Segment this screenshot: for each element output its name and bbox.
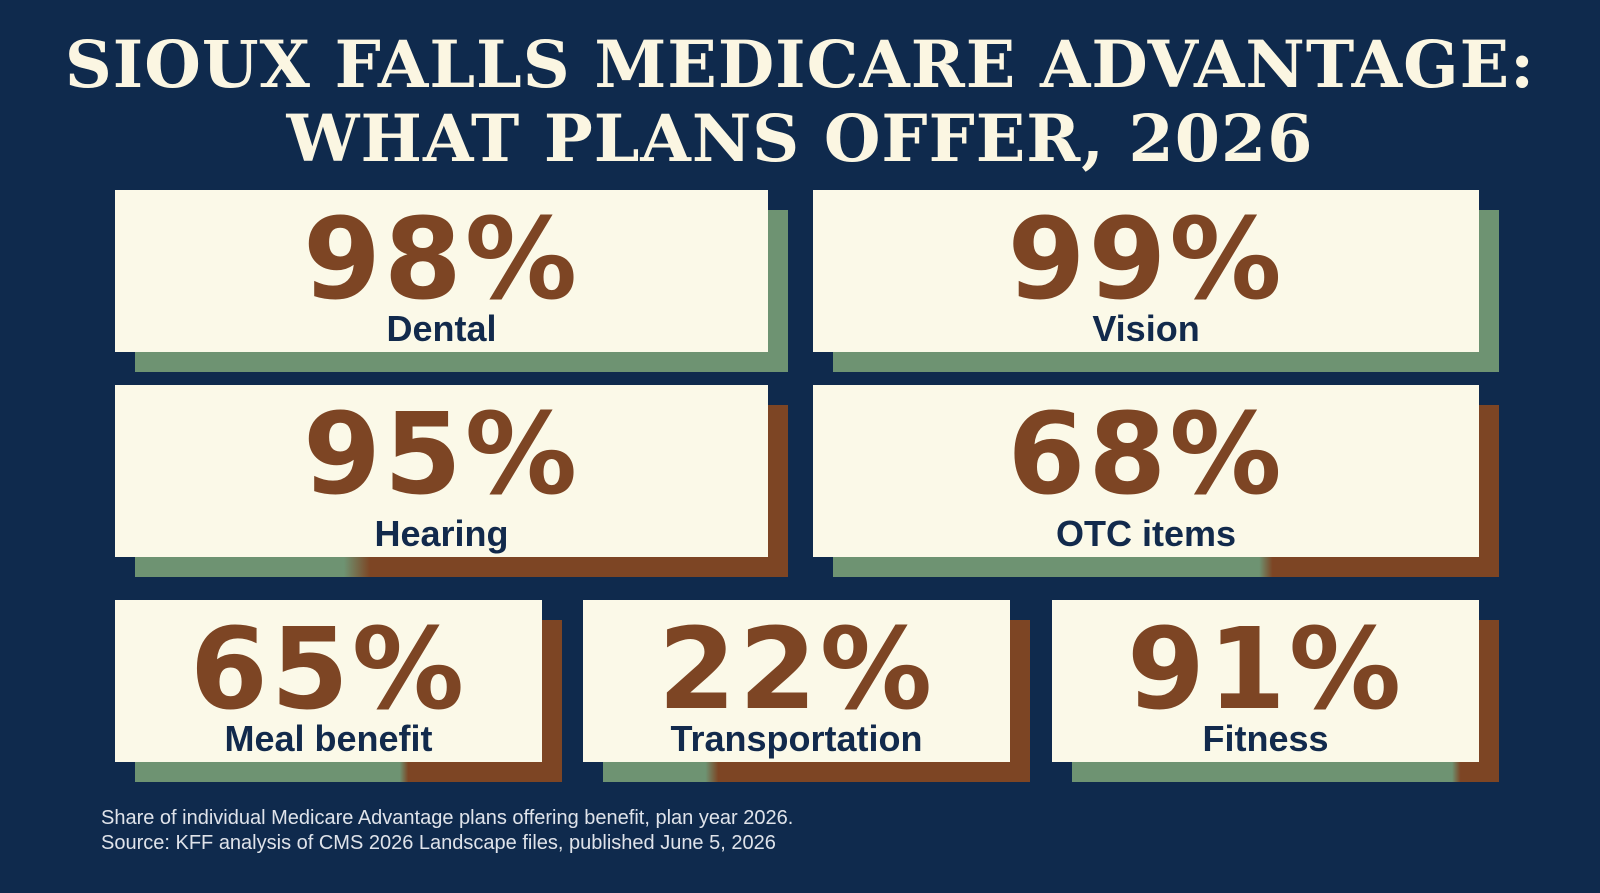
stat-card-transportation: 22% Transportation [583, 600, 1030, 782]
stat-card-fitness: 91% Fitness [1052, 600, 1499, 782]
stat-label: Dental [386, 308, 497, 349]
stat-card-meal-benefit: 65% Meal benefit [115, 600, 562, 782]
footnote-description: Share of individual Medicare Advantage p… [101, 807, 794, 829]
footnote-source: Source: KFF analysis of CMS 2026 Landsca… [101, 832, 776, 854]
stat-value: 99% [1007, 195, 1285, 325]
card-face: 68% OTC items [813, 385, 1479, 557]
card-face: 99% Vision [813, 190, 1479, 352]
card-face: 91% Fitness [1052, 600, 1479, 762]
stat-value: 68% [1007, 390, 1285, 520]
stat-value: 65% [189, 605, 468, 735]
stat-label: Transportation [670, 718, 923, 759]
stat-label: Fitness [1202, 718, 1329, 759]
stat-value: 22% [657, 605, 936, 735]
stat-label: Vision [1092, 308, 1200, 349]
stat-label: Meal benefit [224, 718, 433, 759]
stat-label: OTC items [1055, 513, 1237, 554]
page-title: SIOUX FALLS MEDICARE ADVANTAGE: WHAT PLA… [0, 28, 1600, 176]
title-line-1: SIOUX FALLS MEDICARE ADVANTAGE: [64, 27, 1536, 103]
stat-value: 91% [1126, 605, 1405, 735]
card-face: 95% Hearing [115, 385, 768, 557]
card-face: 65% Meal benefit [115, 600, 542, 762]
stat-card-dental: 98% Dental [115, 190, 788, 372]
stat-card-otc-items: 68% OTC items [813, 385, 1499, 577]
stat-label: Hearing [374, 513, 509, 554]
stat-value: 95% [302, 390, 581, 520]
stat-card-hearing: 95% Hearing [115, 385, 788, 577]
card-face: 98% Dental [115, 190, 768, 352]
stat-value: 98% [302, 195, 581, 325]
title-line-2: WHAT PLANS OFFER, 2026 [286, 101, 1314, 177]
stat-card-vision: 99% Vision [813, 190, 1499, 372]
card-face: 22% Transportation [583, 600, 1010, 762]
